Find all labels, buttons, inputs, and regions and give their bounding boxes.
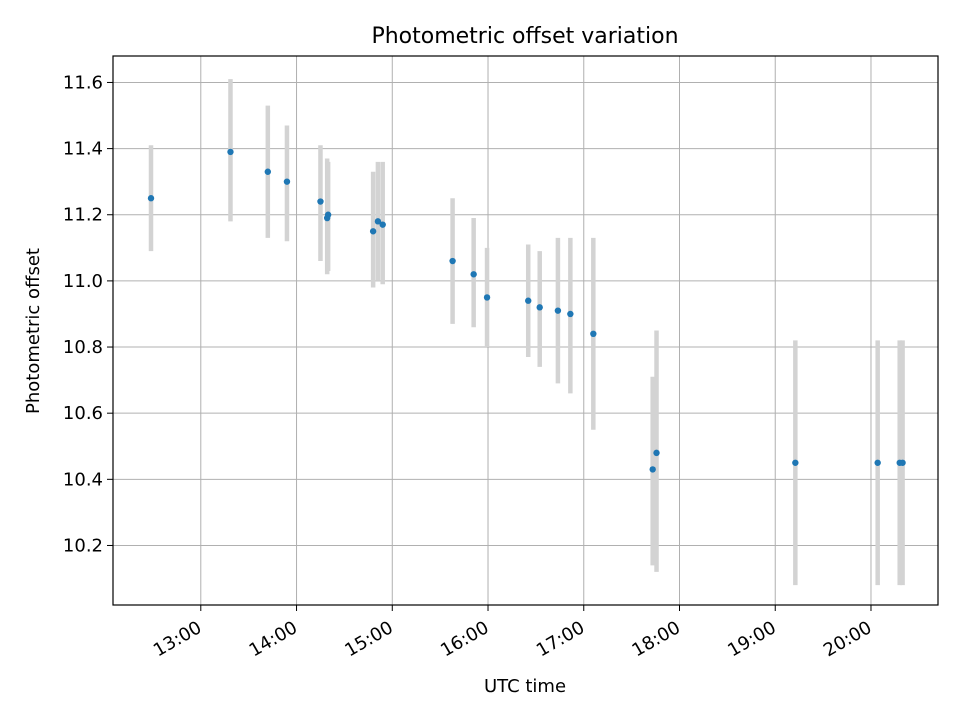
tick-layer: 13:00 14:00 15:00 16:00 17:00 18:00 19:00 20:00… [63,72,876,661]
y-tick-label: 10.6 [63,403,103,424]
data-point [554,307,562,314]
y-tick-label: 11.4 [63,139,103,160]
data-point [283,178,291,185]
data-point [264,168,272,175]
plot-frame [112,55,939,606]
x-axis-label: UTC time [484,676,566,697]
data-point [653,449,660,457]
data-point [147,195,155,202]
x-tick-label: 17:00 [533,617,588,661]
x-tick-label: 15:00 [341,617,396,661]
x-tick-label: 14:00 [246,617,301,661]
data-point [369,228,377,235]
y-tick-label: 11.0 [63,271,103,292]
data-point [317,198,324,205]
data-point [649,466,656,473]
data-point [374,218,382,225]
data-point [899,459,906,466]
data-point [449,257,456,265]
y-tick-label: 10.8 [63,337,103,358]
data-point [536,304,543,311]
data-point [590,330,597,338]
x-tick-label: 19:00 [724,617,779,661]
x-tick-label: 16:00 [437,617,492,661]
data-point [470,271,477,278]
y-tick-label: 11.2 [63,205,103,226]
y-tick-label: 11.6 [63,72,103,93]
data-point [324,211,332,218]
data-point [567,310,574,318]
data-point [483,294,491,301]
chart-title: Photometric offset variation [371,24,678,49]
data-point [525,297,532,304]
point-layer [147,148,906,473]
y-tick-label: 10.4 [63,469,103,490]
grid-layer [113,56,938,605]
x-tick-label: 20:00 [820,617,875,661]
data-point [874,459,881,466]
data-point [227,148,234,156]
x-tick-label: 13:00 [150,617,205,661]
x-tick-label: 18:00 [629,617,684,661]
data-point [792,459,799,466]
data-point [379,221,386,228]
errorbar-layer [148,79,905,586]
y-tick-label: 10.2 [63,535,103,556]
y-axis-label: Photometric offset [23,248,44,414]
